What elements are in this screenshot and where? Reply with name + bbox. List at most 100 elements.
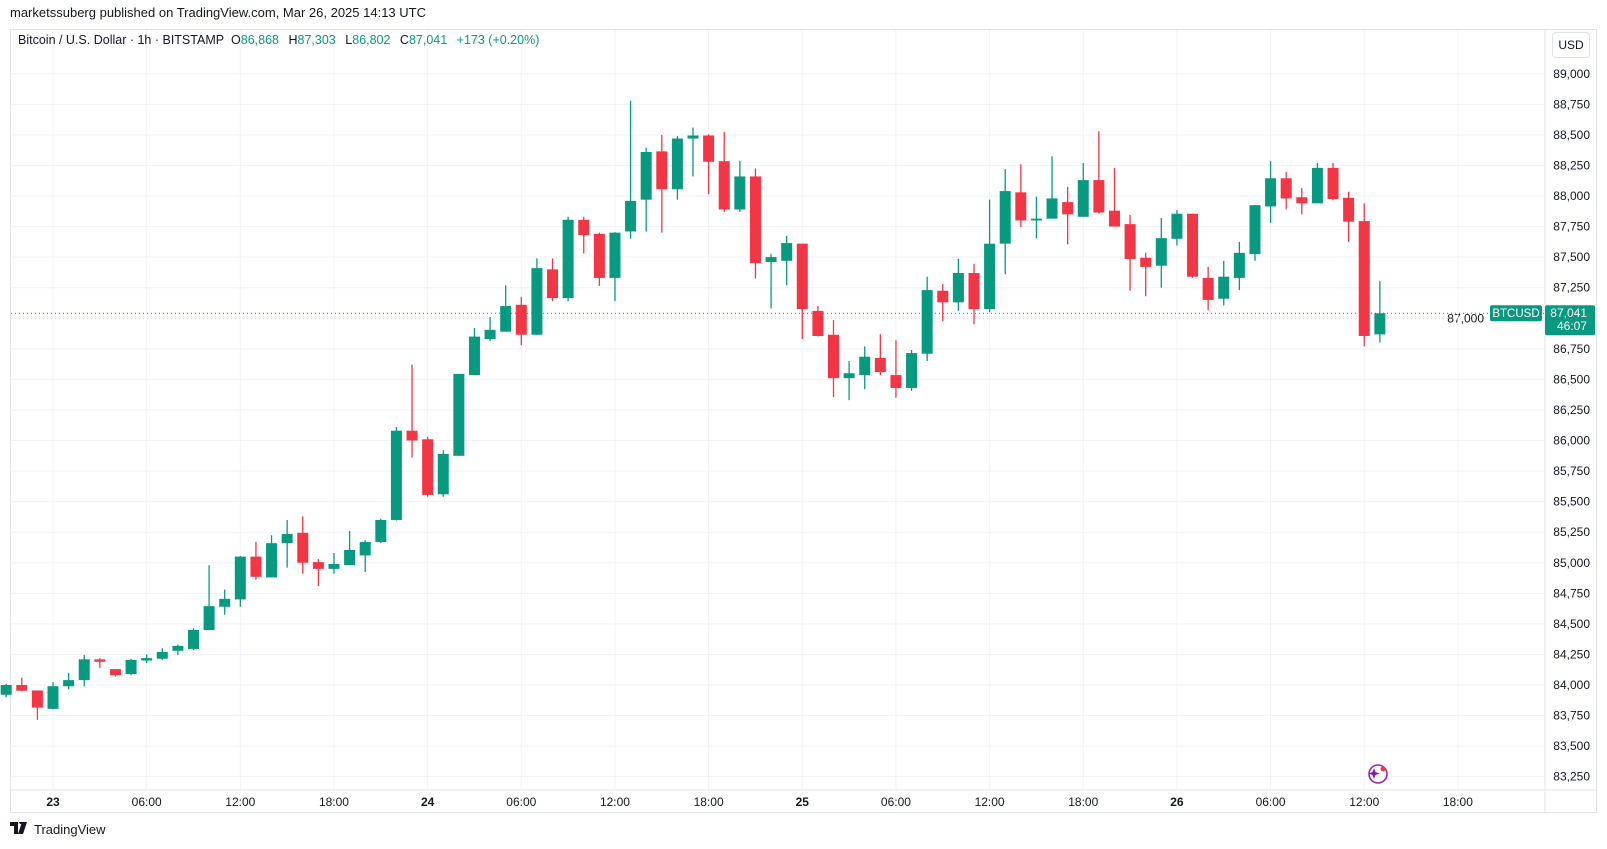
candle-body	[1108, 210, 1120, 227]
candle-body	[1187, 213, 1199, 277]
sparkle-icon[interactable]	[1368, 764, 1388, 784]
candle-down	[250, 541, 262, 580]
candle-body	[1015, 192, 1027, 221]
candle-up	[562, 216, 574, 302]
low-label: L	[345, 33, 353, 47]
x-tick-label: 12:00	[1349, 795, 1379, 809]
candle-body	[1030, 218, 1042, 221]
candle-body	[390, 430, 402, 520]
y-tick-label: 88,500	[1553, 128, 1590, 142]
candle-up	[344, 530, 356, 566]
y-tick-label: 85,250	[1553, 525, 1590, 539]
candle-down	[547, 258, 559, 302]
candle-body	[1265, 178, 1277, 207]
candle-body	[281, 534, 293, 544]
candle-body	[437, 453, 449, 495]
candle-up	[78, 655, 90, 687]
candle-body	[812, 310, 824, 336]
candle-up	[203, 565, 215, 630]
candle-body	[890, 375, 902, 388]
y-tick-label: 85,500	[1553, 495, 1590, 509]
candle-body	[359, 541, 371, 556]
candle-up	[999, 169, 1011, 275]
currency-button[interactable]: USD	[1552, 32, 1590, 58]
y-tick-label: 84,750	[1553, 586, 1590, 600]
candle-up	[0, 683, 12, 698]
candle-down	[1296, 188, 1308, 215]
candle-body	[203, 606, 215, 630]
y-tick-label: 84,500	[1553, 617, 1590, 631]
candle-down	[297, 516, 309, 574]
y-tick-label: 83,250	[1553, 770, 1590, 784]
y-tick-label: 87,500	[1553, 250, 1590, 264]
candle-body	[297, 532, 309, 563]
candle-up	[1249, 205, 1261, 261]
candle-body	[687, 135, 699, 139]
candle-up	[625, 100, 637, 239]
y-tick-label: 89,000	[1553, 67, 1590, 81]
x-tick-label: 12:00	[600, 795, 630, 809]
candle-body	[1233, 252, 1245, 278]
candle-up	[952, 258, 964, 311]
candle-up	[984, 199, 996, 313]
candle-body	[141, 658, 153, 661]
candle-down	[1124, 214, 1136, 291]
candle-down	[94, 658, 106, 668]
high-label: H	[288, 33, 298, 47]
candle-down	[656, 134, 668, 233]
candle-body	[453, 373, 465, 456]
candle-body	[375, 519, 387, 542]
candle-body	[16, 685, 28, 691]
high-value: 87,303	[297, 33, 336, 47]
candle-down	[1343, 191, 1355, 242]
x-tick-label: 18:00	[319, 795, 349, 809]
candle-up	[47, 681, 59, 710]
x-tick-label: 12:00	[225, 795, 255, 809]
candle-body	[859, 356, 871, 376]
candle-down	[874, 334, 886, 376]
candle-up	[1311, 162, 1323, 204]
close-label: C	[399, 33, 409, 47]
candle-body	[219, 598, 231, 607]
candle-down	[890, 340, 902, 398]
candle-body	[968, 273, 980, 310]
candle-up	[172, 644, 184, 656]
y-tick-label: 83,500	[1553, 739, 1590, 753]
candle-up	[453, 373, 465, 456]
candle-up	[906, 350, 918, 391]
candle-down	[1108, 167, 1120, 227]
candle-up	[187, 628, 199, 651]
candle-up	[1218, 260, 1230, 306]
symbol-title[interactable]: Bitcoin / U.S. Dollar · 1h · BITSTAMP	[18, 33, 225, 47]
y-tick-label: 87,750	[1553, 220, 1590, 234]
candle-body	[781, 243, 793, 261]
candle-body	[156, 651, 168, 659]
candle-down	[1187, 213, 1199, 278]
candle-body	[1374, 313, 1386, 335]
chart-frame	[10, 29, 1597, 813]
x-tick-label: 06:00	[132, 795, 162, 809]
candle-body	[718, 161, 730, 210]
candle-down	[1202, 266, 1214, 311]
y-tick-label: 83,750	[1553, 709, 1590, 723]
candle-up	[234, 556, 246, 607]
candle-body	[734, 176, 746, 210]
candle-up	[687, 127, 699, 177]
candle-up	[781, 235, 793, 286]
candle-body	[1093, 180, 1105, 213]
candle-body	[250, 556, 262, 577]
candle-up	[671, 136, 683, 200]
tradingview-logo[interactable]: TradingView	[10, 820, 106, 837]
candle-up	[609, 232, 621, 302]
candle-body	[1140, 257, 1152, 267]
candle-body	[47, 686, 59, 709]
candle-body	[874, 357, 886, 373]
candle-up	[468, 328, 480, 376]
candle-body	[1202, 277, 1214, 300]
candle-body	[1327, 167, 1339, 200]
candle-up	[843, 361, 855, 401]
candle-up	[1077, 162, 1089, 217]
symbol-tag-bg	[1490, 305, 1542, 322]
candle-down	[1140, 252, 1152, 297]
